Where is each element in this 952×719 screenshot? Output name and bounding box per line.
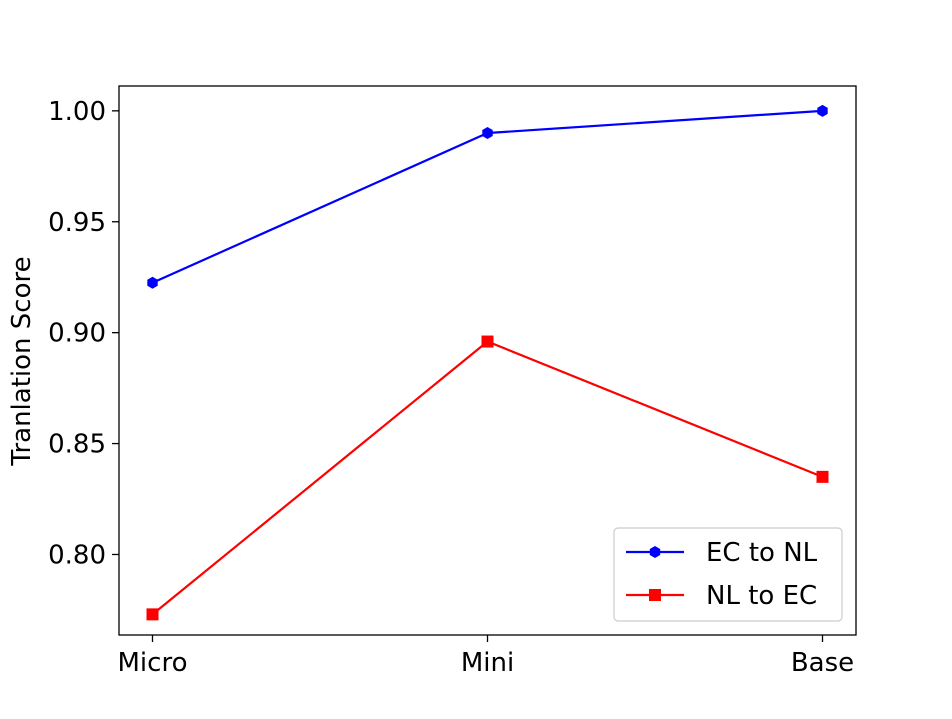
x-tick-label: Micro (118, 648, 188, 678)
y-tick-label: 1.00 (48, 97, 106, 127)
legend-marker-ec-to-nl (649, 546, 661, 558)
legend-label-ec-to-nl: EC to NL (706, 538, 818, 568)
y-tick-label: 0.80 (48, 540, 106, 570)
x-tick-label: Base (791, 648, 854, 678)
series-layer (146, 104, 829, 621)
y-tick-label: 0.95 (48, 208, 106, 238)
legend-marker-nl-to-ec (649, 589, 661, 601)
y-axis-label: Tranlation Score (7, 256, 37, 466)
y-tick-label: 0.85 (48, 430, 106, 460)
data-point-ec-to-nl-mini (482, 127, 493, 140)
x-tick-label: Mini (461, 648, 514, 678)
series-nl-to-ec (146, 335, 829, 621)
legend-label-nl-to-ec: NL to EC (706, 581, 817, 611)
data-point-nl-to-ec-micro (146, 608, 159, 621)
axes-layer: 0.80 0.85 0.90 0.95 1.00 Micro Mini Base (48, 85, 857, 678)
data-point-ec-to-nl-micro (147, 276, 158, 289)
data-point-nl-to-ec-base (816, 470, 829, 483)
legend-item-ec-to-nl: EC to NL (626, 538, 818, 568)
legend: EC to NL NL to EC (613, 527, 843, 622)
data-point-nl-to-ec-mini (481, 335, 494, 348)
y-tick-label: 0.90 (48, 319, 106, 349)
series-ec-to-nl (147, 104, 828, 289)
legend-item-nl-to-ec: NL to EC (626, 581, 817, 611)
data-point-ec-to-nl-base (817, 104, 828, 117)
